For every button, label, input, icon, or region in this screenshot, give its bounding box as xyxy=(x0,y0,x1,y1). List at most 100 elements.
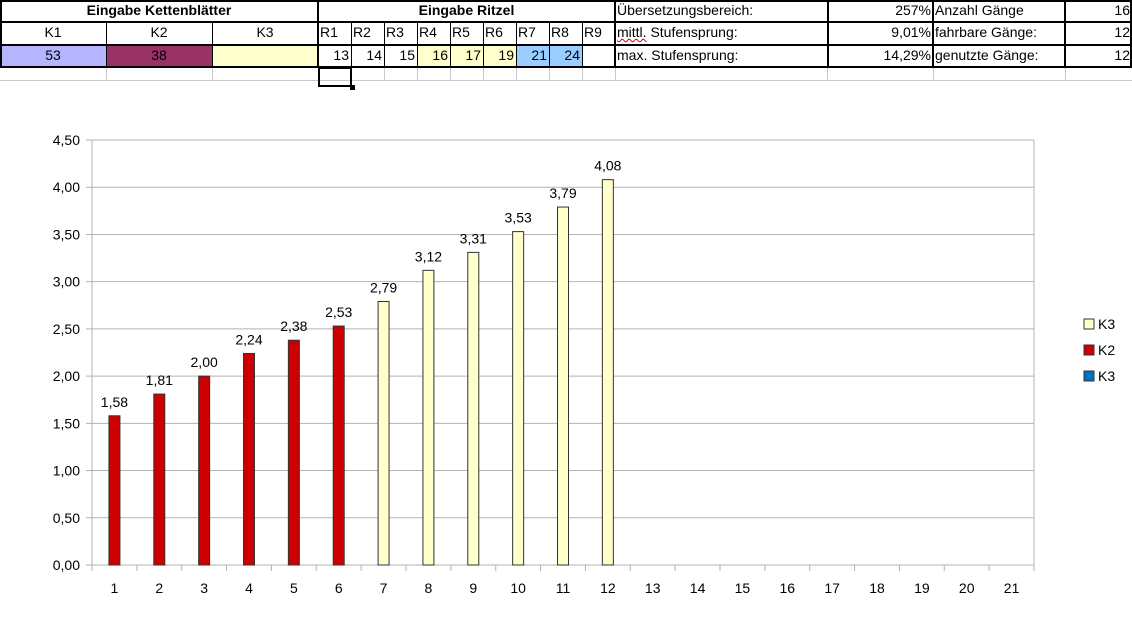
chainring-value-k2[interactable]: 38 xyxy=(106,45,212,67)
bar-data-label: 3,53 xyxy=(505,210,532,226)
bar-data-label: 2,38 xyxy=(280,318,307,334)
bar-k2 xyxy=(287,339,300,566)
stat-gear-count-label[interactable]: Anzahl Gänge xyxy=(935,2,1024,18)
chainring-label-k3[interactable]: K3 xyxy=(256,24,274,40)
sprocket-input-header[interactable]: Eingabe Ritzel xyxy=(418,2,515,18)
stat-avg-step-value[interactable]: 9,01% xyxy=(891,24,931,40)
border-col-5 xyxy=(1064,0,1066,68)
y-tick-label: 1,50 xyxy=(53,415,80,431)
sprocket-label-r6[interactable]: R6 xyxy=(485,24,503,40)
sprocket-value-r7[interactable]: 21 xyxy=(516,45,549,67)
border-r-7 xyxy=(549,22,550,67)
sprocket-value-r4[interactable]: 16 xyxy=(417,45,450,67)
bar-k2 xyxy=(198,375,211,566)
legend-label: K2 xyxy=(1098,342,1115,358)
stat-max-step-label[interactable]: max. Stufensprung: xyxy=(617,47,739,63)
stat-gear-count-value[interactable]: 16 xyxy=(1114,2,1130,18)
stat-rideable-gears-label[interactable]: fahrbare Gänge: xyxy=(935,24,1037,40)
stat-rideable-gears-value[interactable]: 12 xyxy=(1114,24,1130,40)
selected-cell-cursor[interactable] xyxy=(318,67,352,87)
border-row2 xyxy=(0,44,1132,46)
stat-used-gears-label[interactable]: genutzte Gänge: xyxy=(935,47,1039,63)
border-row3 xyxy=(0,66,1132,68)
x-tick-label: 1 xyxy=(111,580,119,596)
bar-k2 xyxy=(153,393,166,566)
stat-max-step-value[interactable]: 14,29% xyxy=(883,47,931,63)
sprocket-value-r3[interactable]: 15 xyxy=(384,45,417,67)
x-tick-label: 14 xyxy=(690,580,706,596)
sprocket-label-r1[interactable]: R1 xyxy=(320,24,338,40)
sprocket-label-r4[interactable]: R4 xyxy=(419,24,437,40)
bar-k2 xyxy=(243,352,255,566)
y-tick-label: 2,50 xyxy=(53,321,80,337)
sprocket-value-r5[interactable]: 17 xyxy=(450,45,483,67)
border-col-2 xyxy=(614,0,616,68)
stat-avg-step-label-suffix: Stufensprung: xyxy=(646,24,738,40)
sprocket-value-r1[interactable]: 13 xyxy=(318,45,351,67)
spreadsheet-grid-col-14 xyxy=(1065,68,1066,80)
y-tick-label: 3,00 xyxy=(53,274,80,290)
stat-gear-range-label[interactable]: Übersetzungsbereich: xyxy=(617,2,754,18)
x-tick-label: 20 xyxy=(959,580,975,596)
x-tick-label: 6 xyxy=(335,580,343,596)
sprocket-value-r9[interactable] xyxy=(582,45,615,67)
bar-data-label: 2,53 xyxy=(325,304,352,320)
gear-ratio-chart[interactable]: 0,00 0,50 1,00 1,50 2,00 2,50 3,00 3,50 4,00 4,50… xyxy=(4,80,1132,628)
border-col-0 xyxy=(0,0,2,68)
spreadsheet-grid-col-13 xyxy=(933,68,934,80)
chainring-label-k1[interactable]: K1 xyxy=(44,24,62,40)
border-r-5 xyxy=(483,22,484,67)
chainring-value-k1[interactable]: 53 xyxy=(0,45,106,67)
y-tick-label: 4,50 xyxy=(53,132,80,148)
bar-data-label: 2,24 xyxy=(235,331,262,347)
stat-gear-range-value[interactable]: 257% xyxy=(895,2,931,18)
spreadsheet-grid-col-11 xyxy=(615,68,616,80)
x-tick-label: 10 xyxy=(510,580,526,596)
border-r-8 xyxy=(582,22,583,67)
bar-data-label: 3,79 xyxy=(549,185,576,201)
bar-data-label: 1,81 xyxy=(146,372,173,388)
spreadsheet-grid-row xyxy=(0,68,1132,81)
x-tick-label: 17 xyxy=(824,580,840,596)
sprocket-value-r6[interactable]: 19 xyxy=(483,45,516,67)
x-tick-label: 7 xyxy=(380,580,388,596)
sprocket-label-r2[interactable]: R2 xyxy=(353,24,371,40)
chart-svg: 0,00 0,50 1,00 1,50 2,00 2,50 3,00 3,50 4,00 4,50… xyxy=(53,132,1116,596)
x-tick-label: 12 xyxy=(600,580,616,596)
x-tick-label: 8 xyxy=(425,580,433,596)
x-tick-label: 3 xyxy=(200,580,208,596)
sprocket-label-r8[interactable]: R8 xyxy=(551,24,569,40)
x-tick-label: 5 xyxy=(290,580,298,596)
y-tick-label: 3,50 xyxy=(53,226,80,242)
legend-label: K3 xyxy=(1098,316,1115,332)
sprocket-label-r7[interactable]: R7 xyxy=(518,24,536,40)
sprocket-label-r3[interactable]: R3 xyxy=(386,24,404,40)
bar-data-label: 3,12 xyxy=(415,248,442,264)
border-col-1 xyxy=(317,0,319,68)
sprocket-label-r5[interactable]: R5 xyxy=(452,24,470,40)
bar-k2 xyxy=(332,325,345,566)
x-tick-label: 21 xyxy=(1004,580,1020,596)
legend-swatch xyxy=(1083,344,1095,356)
stat-used-gears-value[interactable]: 12 xyxy=(1114,47,1130,63)
chainring-label-k2[interactable]: K2 xyxy=(150,24,168,40)
sprocket-value-r8[interactable]: 24 xyxy=(549,45,582,67)
border-col-6 xyxy=(1130,0,1132,68)
spreadsheet-grid-col-0 xyxy=(106,68,107,80)
fill-handle[interactable] xyxy=(350,85,355,90)
stat-avg-step-label[interactable]: mittl. Stufensprung: xyxy=(615,22,827,44)
y-tick-label: 2,00 xyxy=(53,368,80,384)
spreadsheet-grid-col-8 xyxy=(516,68,517,80)
bar-data-label: 4,08 xyxy=(594,158,621,174)
spreadsheet-grid-col-1 xyxy=(212,68,213,80)
legend-label: K3 xyxy=(1098,368,1115,384)
bar-k3 xyxy=(377,301,390,566)
x-tick-label: 16 xyxy=(779,580,795,596)
sprocket-value-r2[interactable]: 14 xyxy=(351,45,384,67)
bar-k3 xyxy=(467,251,480,566)
x-tick-label: 4 xyxy=(245,580,253,596)
chainring-input-header[interactable]: Eingabe Kettenblätter xyxy=(86,2,232,18)
sprocket-label-r9[interactable]: R9 xyxy=(584,24,602,40)
bar-k3 xyxy=(512,231,525,566)
chainring-value-k3[interactable] xyxy=(212,45,318,67)
